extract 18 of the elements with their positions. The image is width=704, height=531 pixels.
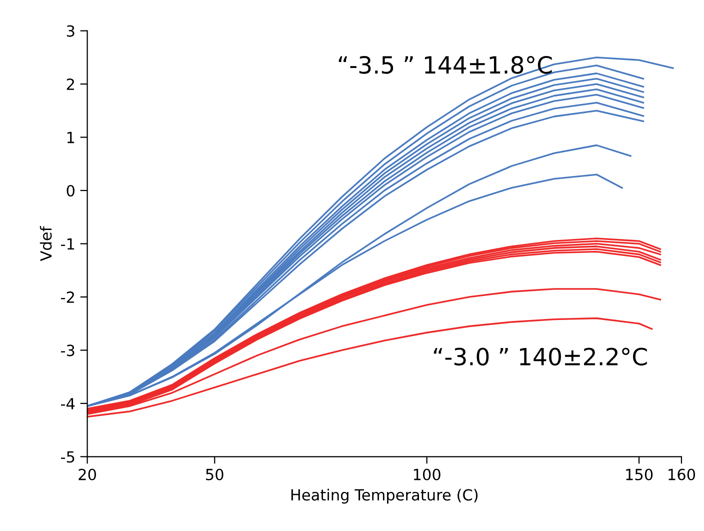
y-tick-label: -2 [61, 291, 74, 303]
y-tick-label: -5 [61, 451, 74, 463]
y-tick-label: -1 [61, 238, 74, 250]
y-tick-label: -3 [61, 344, 74, 356]
x-tick-label: 100 [414, 468, 440, 480]
y-tick-label: 0 [66, 184, 74, 197]
x-tick-label: 160 [668, 468, 696, 480]
y-tick-label: 1 [67, 132, 74, 144]
x-tick-label: 20 [78, 468, 96, 480]
annotation: “-3.0 ” 140±2.2°C [434, 348, 647, 366]
y-tick-label: 3 [66, 25, 74, 37]
y-axis-title: Vdef [40, 226, 52, 262]
x-axis-title: Heating Temperature (C) [291, 488, 478, 504]
annotation: “-3.5 ” 144±1.8°C [338, 56, 552, 74]
y-tick-label: -4 [61, 398, 75, 410]
y-tick-label: 2 [66, 78, 74, 90]
x-tick-label: 50 [206, 468, 224, 480]
x-tick-label: 150 [626, 468, 653, 480]
